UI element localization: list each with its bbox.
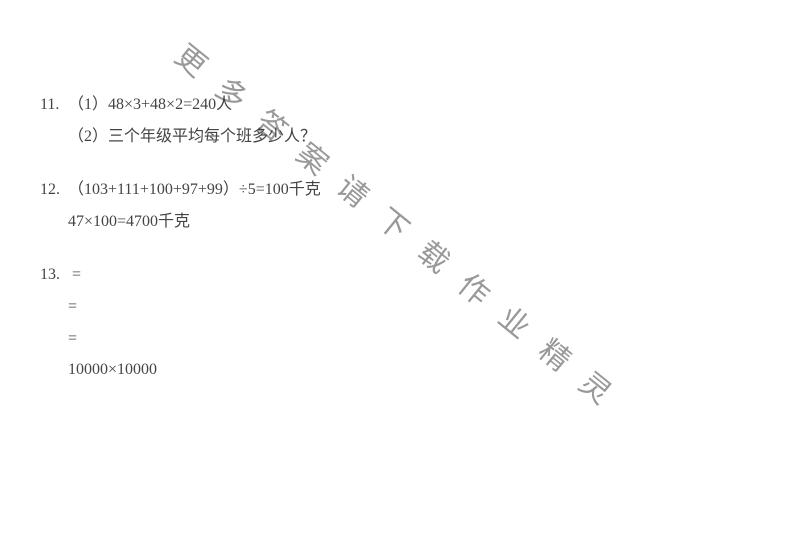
problem-12: 12.（103+111+100+97+99）÷5=100千克 47×100=47… <box>40 177 321 234</box>
problem-number: 11. <box>40 92 68 118</box>
problem-text: （103+111+100+97+99）÷5=100千克 <box>68 181 321 198</box>
problem-number: 13. <box>40 262 68 288</box>
problem-text: 47×100=4700千克 <box>68 213 190 230</box>
problem-line: 13. = <box>40 262 321 288</box>
problem-text: （2）三个年级平均每个班多少人？ <box>68 128 316 145</box>
problem-text: = <box>68 298 77 315</box>
problem-text: （1）48×3+48×2=240人 <box>68 96 232 113</box>
problem-text: = <box>68 266 81 283</box>
problem-line: 47×100=4700千克 <box>40 209 321 235</box>
problem-line: 12.（103+111+100+97+99）÷5=100千克 <box>40 177 321 203</box>
problem-line: = <box>40 294 321 320</box>
problem-line: 11.（1）48×3+48×2=240人 <box>40 92 321 118</box>
problem-line: 10000×10000 <box>40 357 321 383</box>
problem-text: 10000×10000 <box>68 361 157 378</box>
problem-line: （2）三个年级平均每个班多少人？ <box>40 124 321 150</box>
problem-line: = <box>40 326 321 352</box>
problem-number: 12. <box>40 177 68 203</box>
document-content: 11.（1）48×3+48×2=240人 （2）三个年级平均每个班多少人？ 12… <box>40 92 321 411</box>
problem-13: 13. = = = 10000×10000 <box>40 262 321 382</box>
problem-11: 11.（1）48×3+48×2=240人 （2）三个年级平均每个班多少人？ <box>40 92 321 149</box>
problem-text: = <box>68 330 77 347</box>
